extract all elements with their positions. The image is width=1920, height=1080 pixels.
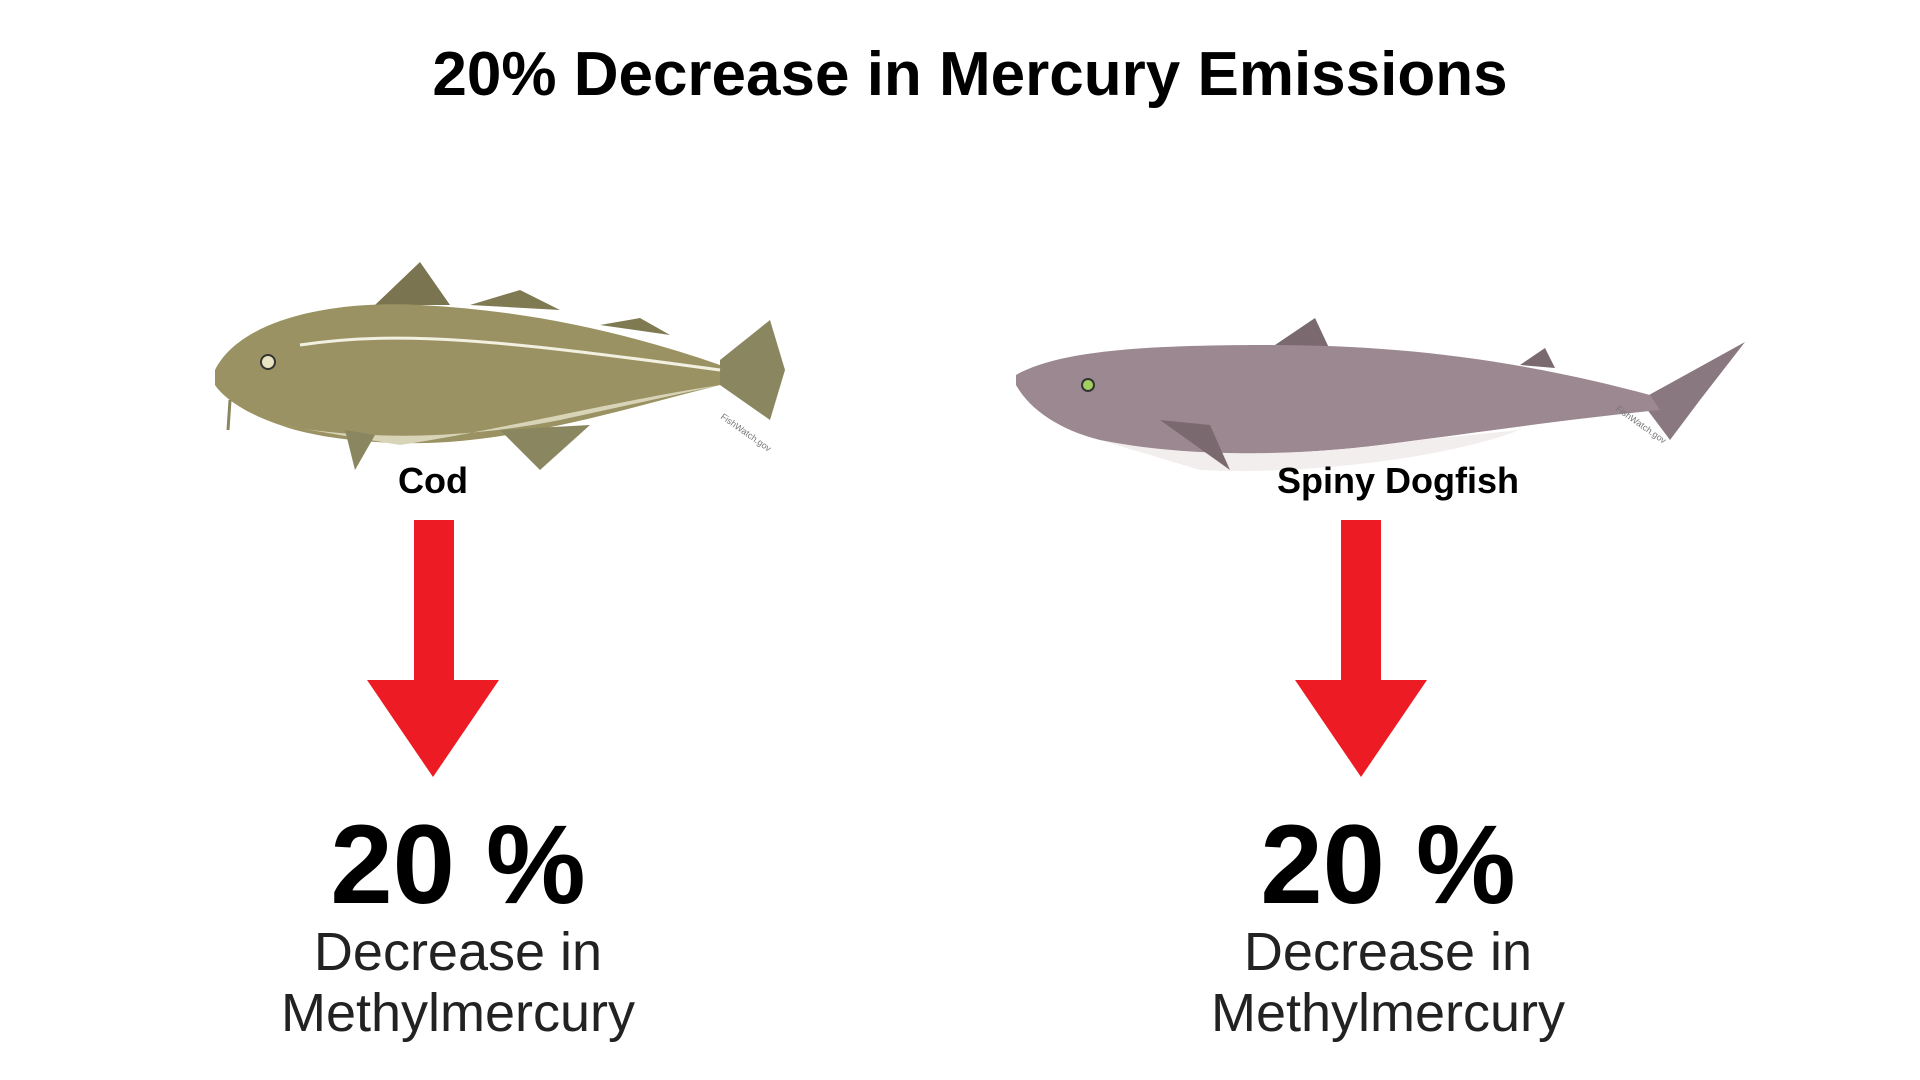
decrease-value: 20 % — [330, 802, 585, 927]
description: Decrease in — [314, 922, 602, 982]
cod-illustration: FishWatch.gov — [215, 262, 785, 470]
down-arrow — [367, 520, 499, 777]
description: Methylmercury — [1211, 983, 1565, 1043]
decrease-value: 20 % — [1260, 802, 1515, 927]
down-arrow — [1295, 520, 1427, 777]
description: Decrease in — [1244, 922, 1532, 982]
dogfish-illustration: FishWatch.gov — [1016, 318, 1745, 471]
fish-label: Spiny Dogfish — [1277, 460, 1519, 501]
title: 20% Decrease in Mercury Emissions — [432, 40, 1507, 109]
description: Methylmercury — [281, 983, 635, 1043]
fish-label: Cod — [398, 460, 468, 501]
image-credit: FishWatch.gov — [719, 411, 774, 453]
